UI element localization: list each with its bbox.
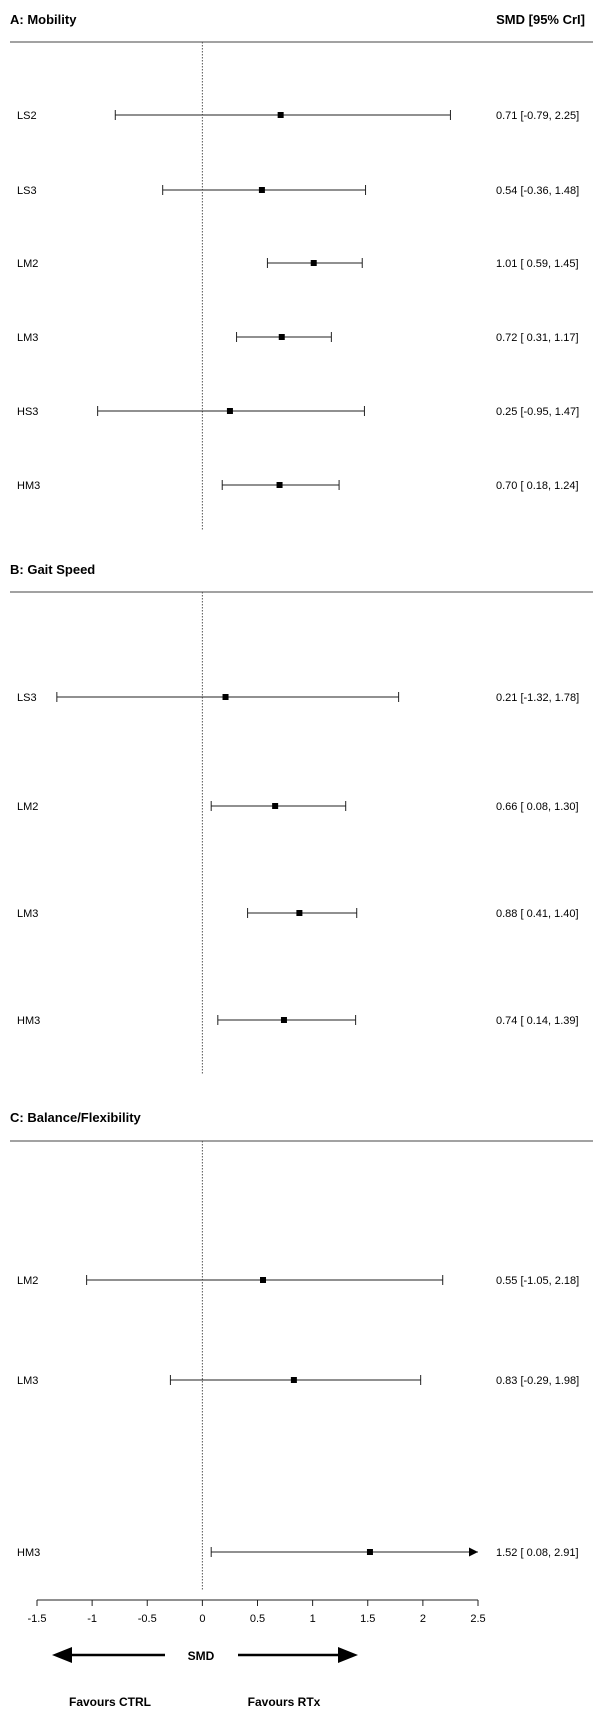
favours-ctrl-label: Favours CTRL <box>69 1695 151 1709</box>
estimate-text: 0.71 [-0.79, 2.25] <box>496 110 579 122</box>
panel-3: C: Balance/Flexibility LM2 0.55 [-1.05, 2.… <box>10 1110 593 1590</box>
x-tick-label: 2.5 <box>470 1613 485 1625</box>
estimate-text: 0.21 [-1.32, 1.78] <box>496 692 579 704</box>
estimate-text: 1.01 [ 0.59, 1.45] <box>496 258 579 270</box>
study-label: HM3 <box>17 1547 40 1559</box>
point-estimate <box>290 1377 297 1383</box>
x-tick-label: -1.5 <box>28 1613 47 1625</box>
ci-arrow-right <box>469 1547 478 1557</box>
point-estimate <box>278 334 285 340</box>
panel-title: B: Gait Speed <box>10 562 95 577</box>
study-row: LS2 0.71 [-0.79, 2.25] <box>17 110 579 122</box>
study-label: LM2 <box>17 258 38 270</box>
study-row: HM3 1.52 [ 0.08, 2.91] <box>17 1547 579 1559</box>
study-row: LM3 0.83 [-0.29, 1.98] <box>17 1375 579 1387</box>
estimate-text: 0.54 [-0.36, 1.48] <box>496 185 579 197</box>
point-estimate <box>310 260 317 266</box>
estimate-text: 0.74 [ 0.14, 1.39] <box>496 1015 579 1027</box>
estimate-text: 0.55 [-1.05, 2.18] <box>496 1275 579 1287</box>
study-label: LM2 <box>17 801 38 813</box>
point-estimate <box>280 1017 287 1023</box>
favours-rtx-label: Favours RTx <box>248 1695 321 1709</box>
point-estimate <box>272 803 279 809</box>
study-label: HS3 <box>17 406 38 418</box>
study-row: HS3 0.25 [-0.95, 1.47] <box>17 406 579 418</box>
study-row: LS3 0.21 [-1.32, 1.78] <box>17 692 579 704</box>
study-label: LM2 <box>17 1275 38 1287</box>
x-tick-label: 2 <box>420 1613 426 1625</box>
x-axis: -1.5 -1 -0.5 0 0.5 1 1.5 2 2.5 <box>28 1599 486 1625</box>
study-label: LS3 <box>17 185 37 197</box>
left-arrow-icon <box>52 1647 72 1663</box>
right-arrow-icon <box>338 1647 358 1663</box>
study-row: LM3 0.88 [ 0.41, 1.40] <box>17 908 579 920</box>
estimate-text: 1.52 [ 0.08, 2.91] <box>496 1547 579 1559</box>
x-tick-label: 1.5 <box>360 1613 375 1625</box>
x-tick-label: 0 <box>199 1613 205 1625</box>
estimate-text: 0.72 [ 0.31, 1.17] <box>496 332 579 344</box>
estimate-text: 0.83 [-0.29, 1.98] <box>496 1375 579 1387</box>
point-estimate <box>366 1549 373 1555</box>
panel-title: A: Mobility <box>10 12 77 27</box>
study-label: LS2 <box>17 110 37 122</box>
x-tick-label: -0.5 <box>138 1613 157 1625</box>
study-label: LS3 <box>17 692 37 704</box>
study-row: LM2 0.66 [ 0.08, 1.30] <box>17 801 579 813</box>
estimate-text: 0.66 [ 0.08, 1.30] <box>496 801 579 813</box>
estimate-text: 0.70 [ 0.18, 1.24] <box>496 480 579 492</box>
x-axis-label: SMD <box>188 1649 215 1663</box>
study-row: LM2 1.01 [ 0.59, 1.45] <box>17 258 579 270</box>
study-label: LM3 <box>17 908 38 920</box>
point-estimate <box>277 112 284 118</box>
point-estimate <box>296 910 303 916</box>
study-row: HM3 0.74 [ 0.14, 1.39] <box>17 1015 579 1027</box>
point-estimate <box>226 408 233 414</box>
study-label: HM3 <box>17 1015 40 1027</box>
point-estimate <box>260 1277 267 1283</box>
study-label: LM3 <box>17 1375 38 1387</box>
x-tick-label: 1 <box>310 1613 316 1625</box>
study-label: LM3 <box>17 332 38 344</box>
x-tick-label: -1 <box>87 1613 97 1625</box>
panel-title: C: Balance/Flexibility <box>10 1110 142 1125</box>
estimate-text: 0.88 [ 0.41, 1.40] <box>496 908 579 920</box>
x-tick-label: 0.5 <box>250 1613 265 1625</box>
study-label: HM3 <box>17 480 40 492</box>
point-estimate <box>276 482 283 488</box>
point-estimate <box>222 694 229 700</box>
study-row: HM3 0.70 [ 0.18, 1.24] <box>17 480 579 492</box>
estimate-text: 0.25 [-0.95, 1.47] <box>496 406 579 418</box>
panel-1: A: Mobility LS2 0.71 [-0.79, 2.25] LS3 0.54 … <box>10 12 593 530</box>
study-row: LM3 0.72 [ 0.31, 1.17] <box>17 332 579 344</box>
point-estimate <box>258 187 265 193</box>
panel-2: B: Gait Speed LS3 0.21 [-1.32, 1.78] LM2 0.6… <box>10 562 593 1075</box>
column-header: SMD [95% CrI] <box>496 12 585 27</box>
study-row: LM2 0.55 [-1.05, 2.18] <box>17 1275 579 1287</box>
study-row: LS3 0.54 [-0.36, 1.48] <box>17 185 579 197</box>
direction-indicator: SMD Favours CTRL Favours RTx <box>52 1647 358 1709</box>
